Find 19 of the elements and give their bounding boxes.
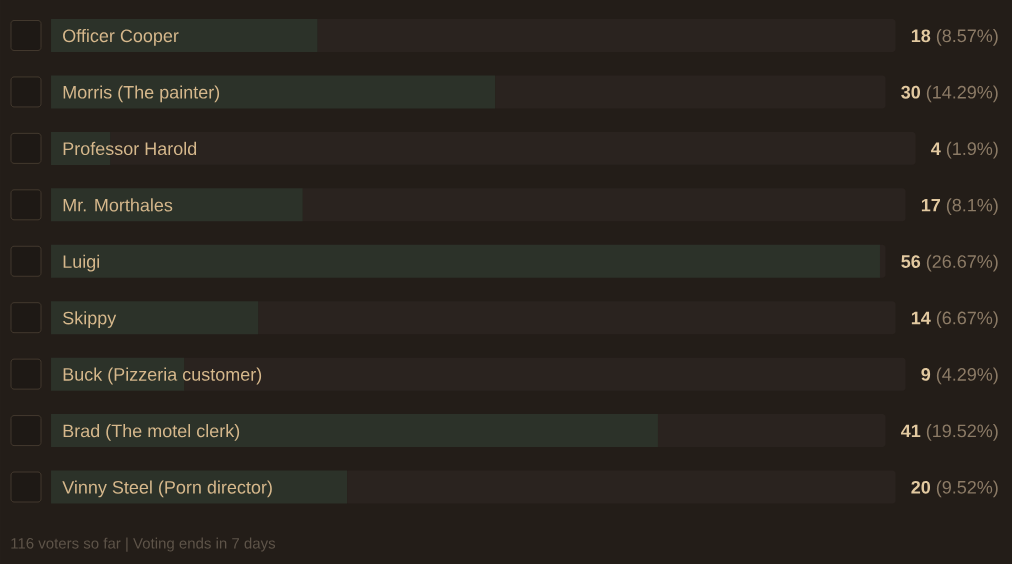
data-label: 14 (6.67%) <box>911 311 998 328</box>
data-label: 17 (8.1%) <box>921 198 998 216</box>
data-label: 56 (26.67%) <box>901 254 998 272</box>
y-tick-label: Buck (Pizzeria customer) <box>63 367 262 385</box>
data-label: 30 (14.29%) <box>901 85 998 103</box>
y-tick-label: Morris (The painter) <box>63 85 220 103</box>
y-tick-label: Officer Cooper <box>63 28 179 46</box>
data-label: 41 (19.52%) <box>901 424 998 441</box>
y-tick-label: Mr. Morthales <box>63 198 173 212</box>
y-tick-label: Vinny Steel (Porn director) <box>62 480 272 498</box>
data-label: 4 (1.9%) <box>931 141 998 159</box>
y-tick-label: Luigi <box>63 254 100 272</box>
data-label: 20 (9.52%) <box>911 480 998 498</box>
y-tick-label: Brad (The motel clerk) <box>63 424 240 441</box>
text: 116 voters so far | Voting ends in 7 days <box>11 537 276 552</box>
y-tick-label: Skippy <box>63 311 117 328</box>
data-label: 18 (8.57%) <box>911 28 998 46</box>
y-tick-label: Professor Harold <box>63 141 197 156</box>
data-label: 9 (4.29%) <box>921 367 998 385</box>
